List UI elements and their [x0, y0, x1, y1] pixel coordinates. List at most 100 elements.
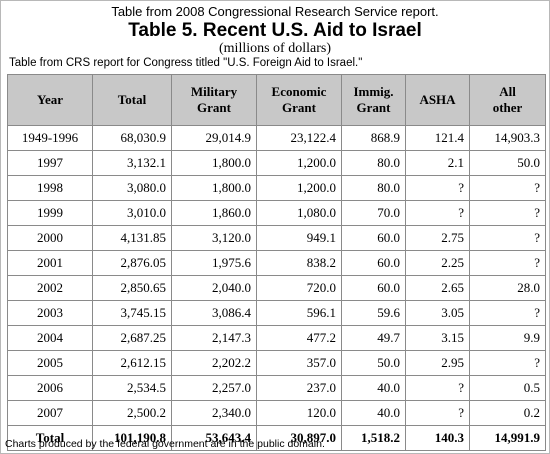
value-cell: 2,257.0 [171, 375, 257, 401]
value-cell: 477.2 [256, 325, 342, 351]
value-cell: ? [469, 300, 546, 326]
table-title: Table 5. Recent U.S. Aid to Israel [128, 20, 422, 41]
value-cell: 3,080.0 [92, 175, 172, 201]
value-cell: 80.0 [341, 150, 406, 176]
aid-table: Year Total Military Grant Economic Grant I… [7, 74, 546, 451]
value-cell: 60.0 [341, 225, 406, 251]
table-row: 1998 3,080.0 1,800.0 1,200.0 80.0?? [7, 175, 546, 201]
table-body: 1949-1996 68,030.9 29,014.9 23,122.4 868.9 12… [7, 125, 546, 451]
value-cell: 60.0 [341, 250, 406, 276]
source-caption: Table from CRS report for Congress title… [9, 57, 363, 69]
value-cell: 2,040.0 [171, 275, 257, 301]
value-cell: 50.0 [469, 150, 546, 176]
value-cell: 237.0 [256, 375, 342, 401]
value-cell: 30,897.0 [256, 425, 342, 451]
table-subtitle: (millions of dollars) [219, 41, 331, 56]
year-cell: 2005 [7, 350, 93, 376]
value-cell: 49.7 [341, 325, 406, 351]
value-cell: 2,534.5 [92, 375, 172, 401]
value-cell: 3.05 [405, 300, 470, 326]
value-cell: 949.1 [256, 225, 342, 251]
value-cell: 2.95 [405, 350, 470, 376]
value-cell: ? [405, 200, 470, 226]
value-cell: 2.1 [405, 150, 470, 176]
value-cell: ? [405, 375, 470, 401]
value-cell: 1,080.0 [256, 200, 342, 226]
table-header-row: Year Total Military Grant Economic Grant I… [7, 74, 546, 126]
value-cell: 101,190.8 [92, 425, 172, 451]
value-cell: 4,131.85 [92, 225, 172, 251]
value-cell: 2,612.15 [92, 350, 172, 376]
value-cell: 1,975.6 [171, 250, 257, 276]
year-cell: 1999 [7, 200, 93, 226]
value-cell: ? [469, 200, 546, 226]
value-cell: 29,014.9 [171, 125, 257, 151]
public-domain-note: Charts produced by the federal governmen… [5, 438, 325, 450]
value-cell: 2,876.05 [92, 250, 172, 276]
value-cell: 14,991.9 [469, 425, 546, 451]
value-cell: ? [469, 175, 546, 201]
value-cell: 40.0 [341, 375, 406, 401]
report-caption: Table from 2008 Congressional Research S… [111, 4, 439, 19]
header-year: Year [7, 74, 93, 126]
value-cell: 0.5 [469, 375, 546, 401]
value-cell: 720.0 [256, 275, 342, 301]
value-cell: ? [405, 400, 470, 426]
value-cell: 868.9 [341, 125, 406, 151]
value-cell: ? [405, 175, 470, 201]
table-row: 2005 2,612.15 2,202.2 357.0 50.0 2.95? [7, 350, 546, 376]
value-cell: 1,800.0 [171, 150, 257, 176]
value-cell: ? [469, 250, 546, 276]
table-total-row: Total 101,190.8 53,643.4 30,897.0 1,518.2 140… [7, 425, 546, 451]
table-row: 2003 3,745.15 3,086.4 596.1 59.6 3.05? [7, 300, 546, 326]
value-cell: 0.2 [469, 400, 546, 426]
value-cell: 50.0 [341, 350, 406, 376]
value-cell: 1,200.0 [256, 150, 342, 176]
year-cell: 2006 [7, 375, 93, 401]
value-cell: 68,030.9 [92, 125, 172, 151]
value-cell: 120.0 [256, 400, 342, 426]
year-cell: 2003 [7, 300, 93, 326]
table-row: 1999 3,010.0 1,860.0 1,080.0 70.0?? [7, 200, 546, 226]
value-cell: 40.0 [341, 400, 406, 426]
value-cell: 596.1 [256, 300, 342, 326]
year-cell: 1949-1996 [7, 125, 93, 151]
value-cell: 2,500.2 [92, 400, 172, 426]
year-cell: Total [7, 425, 93, 451]
value-cell: 1,860.0 [171, 200, 257, 226]
header-total: Total [92, 74, 172, 126]
aid-table-wrapper: Year Total Military Grant Economic Grant I… [7, 74, 546, 451]
value-cell: 2,850.65 [92, 275, 172, 301]
value-cell: 23,122.4 [256, 125, 342, 151]
value-cell: 2.65 [405, 275, 470, 301]
year-cell: 2004 [7, 325, 93, 351]
value-cell: 1,800.0 [171, 175, 257, 201]
value-cell: 2,202.2 [171, 350, 257, 376]
value-cell: 2.25 [405, 250, 470, 276]
value-cell: 3.15 [405, 325, 470, 351]
value-cell: 2.75 [405, 225, 470, 251]
header-immig-grant: Immig. Grant [341, 74, 406, 126]
value-cell: ? [469, 350, 546, 376]
year-cell: 2002 [7, 275, 93, 301]
value-cell: 3,120.0 [171, 225, 257, 251]
year-cell: 1998 [7, 175, 93, 201]
table-row: 1997 3,132.1 1,800.0 1,200.0 80.0 2.1 50.0 [7, 150, 546, 176]
value-cell: 60.0 [341, 275, 406, 301]
value-cell: 2,340.0 [171, 400, 257, 426]
value-cell: 28.0 [469, 275, 546, 301]
table-row: 1949-1996 68,030.9 29,014.9 23,122.4 868.9 12… [7, 125, 546, 151]
value-cell: 3,086.4 [171, 300, 257, 326]
value-cell: 3,010.0 [92, 200, 172, 226]
year-cell: 2007 [7, 400, 93, 426]
value-cell: 2,147.3 [171, 325, 257, 351]
year-cell: 1997 [7, 150, 93, 176]
header-economic-grant: Economic Grant [256, 74, 342, 126]
value-cell: 59.6 [341, 300, 406, 326]
year-cell: 2000 [7, 225, 93, 251]
table-row: 2001 2,876.05 1,975.6 838.2 60.0 2.25? [7, 250, 546, 276]
value-cell: 80.0 [341, 175, 406, 201]
table-row: 2006 2,534.5 2,257.0 237.0 40.0? 0.5 [7, 375, 546, 401]
value-cell: 2,687.25 [92, 325, 172, 351]
value-cell: 1,200.0 [256, 175, 342, 201]
